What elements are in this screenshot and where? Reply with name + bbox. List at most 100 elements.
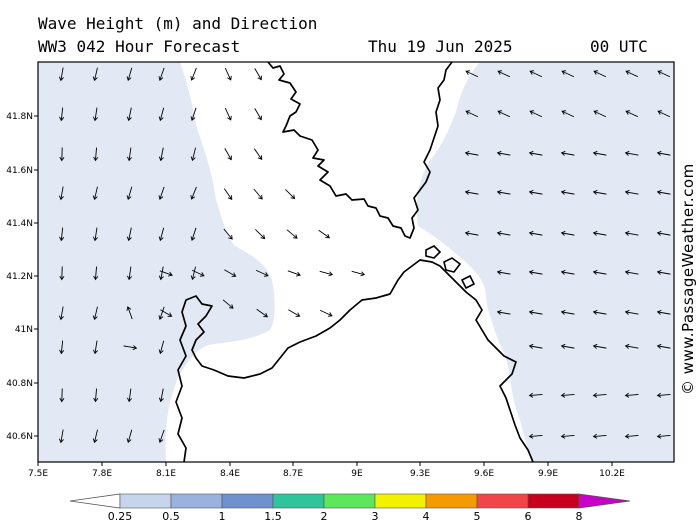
wave-arrow <box>529 110 543 118</box>
wave-arrow <box>528 392 543 398</box>
wave-arrow <box>92 227 98 242</box>
wave-arrow <box>158 388 164 403</box>
wave-arrow <box>126 67 133 82</box>
wave-arrow <box>160 309 173 317</box>
wave-direction-arrows <box>58 67 671 444</box>
wave-arrow <box>127 388 133 403</box>
wave-arrow <box>224 107 232 121</box>
wave-arrow <box>59 388 65 403</box>
colorbar-label: 6 <box>525 510 532 523</box>
wave-arrow <box>255 229 266 240</box>
wave-arrow <box>93 266 99 281</box>
lon-tick-label: 9E <box>351 469 363 479</box>
wave-arrow <box>256 308 269 318</box>
colorbar-segment <box>221 493 274 509</box>
wave-arrow <box>497 70 511 78</box>
wave-arrow <box>92 107 98 122</box>
wave-arrow <box>625 110 639 118</box>
wave-arrow <box>126 429 133 444</box>
wave-arrow <box>351 270 366 277</box>
colorbar-label: 1.5 <box>264 510 282 523</box>
wave-arrow <box>58 186 64 201</box>
wave-arrow <box>528 269 543 275</box>
wave-arrow <box>528 309 543 315</box>
wave-arrow <box>592 343 607 349</box>
wave-arrow <box>127 147 133 162</box>
colorbar-high-end <box>578 493 631 509</box>
wave-arrow <box>657 110 671 118</box>
wave-arrow <box>561 110 575 118</box>
wave-arrow <box>656 309 671 315</box>
wave-arrow <box>560 433 575 439</box>
wave-arrow <box>158 429 165 443</box>
wave-arrow <box>318 229 331 239</box>
wave-arrow <box>190 227 197 241</box>
island-maddalena <box>425 245 442 259</box>
wave-arrow <box>624 433 639 439</box>
wave-arrow <box>592 230 607 236</box>
wave-arrow <box>464 189 479 195</box>
colorbar-low-end <box>69 493 121 509</box>
wave-arrow <box>560 189 575 195</box>
wave-arrow <box>528 189 543 195</box>
lon-tick-label: 8.1E <box>156 469 176 479</box>
lat-tick-label: 40.8N <box>6 379 33 389</box>
wave-arrow <box>158 147 164 162</box>
colorbar-label: 2 <box>321 510 328 523</box>
wave-arrow <box>592 309 607 315</box>
wave-arrow <box>656 269 671 275</box>
wave-arrow <box>223 188 233 201</box>
sea-shade-east <box>416 62 674 462</box>
forecast-date: Thu 19 Jun 2025 <box>368 37 513 56</box>
forecast-time: 00 UTC <box>590 37 648 56</box>
colorbar-label: 5 <box>474 510 481 523</box>
wave-arrow <box>158 227 165 242</box>
wave-arrow <box>190 186 197 200</box>
wave-arrow <box>224 148 232 161</box>
lon-tick-label: 9.3E <box>410 469 430 479</box>
wave-arrow <box>285 189 296 200</box>
wave-arrow <box>624 230 639 236</box>
wave-arrow <box>319 270 334 277</box>
wave-arrow <box>254 68 262 81</box>
latitude-axis: 41.8N 41.6N 41.4N 41.2N 41N 40.8N 40.6N <box>6 112 38 442</box>
wave-arrow <box>528 230 543 236</box>
island-small <box>460 274 476 290</box>
wave-arrow <box>496 230 511 236</box>
coastline-south <box>175 259 534 462</box>
island-caprera <box>443 257 462 273</box>
wave-arrow <box>496 189 511 195</box>
wave-arrow <box>92 67 98 82</box>
wave-arrow <box>158 67 165 81</box>
wave-arrow <box>58 429 64 444</box>
lon-tick-label: 7.5E <box>28 469 48 479</box>
coastline-north <box>267 62 453 239</box>
lon-tick-label: 8.7E <box>283 469 303 479</box>
colorbar-label: 1 <box>219 510 226 523</box>
wave-arrow <box>126 186 133 201</box>
wave-arrow <box>59 147 65 162</box>
wave-arrow <box>223 228 233 240</box>
wave-arrow <box>464 230 479 236</box>
colorbar-segment <box>476 493 529 509</box>
wave-arrow <box>158 186 165 200</box>
lon-tick-label: 7.8E <box>92 469 112 479</box>
wave-arrow <box>592 269 607 275</box>
lon-tick-label: 10.2E <box>599 469 625 479</box>
lat-tick-label: 41.4N <box>6 219 33 229</box>
colorbar-segment <box>425 493 478 509</box>
wave-arrow <box>624 189 639 195</box>
wave-arrow <box>126 107 132 122</box>
wave-arrow <box>496 309 511 315</box>
wave-arrow <box>528 343 543 349</box>
wave-arrow <box>191 269 205 277</box>
colorbar-segment <box>170 493 223 509</box>
wave-arrow <box>158 266 164 281</box>
wave-arrow <box>92 186 98 201</box>
wave-arrow <box>92 340 98 355</box>
wave-arrow <box>624 150 639 156</box>
wave-arrow <box>624 392 639 398</box>
wave-arrow <box>59 340 65 355</box>
